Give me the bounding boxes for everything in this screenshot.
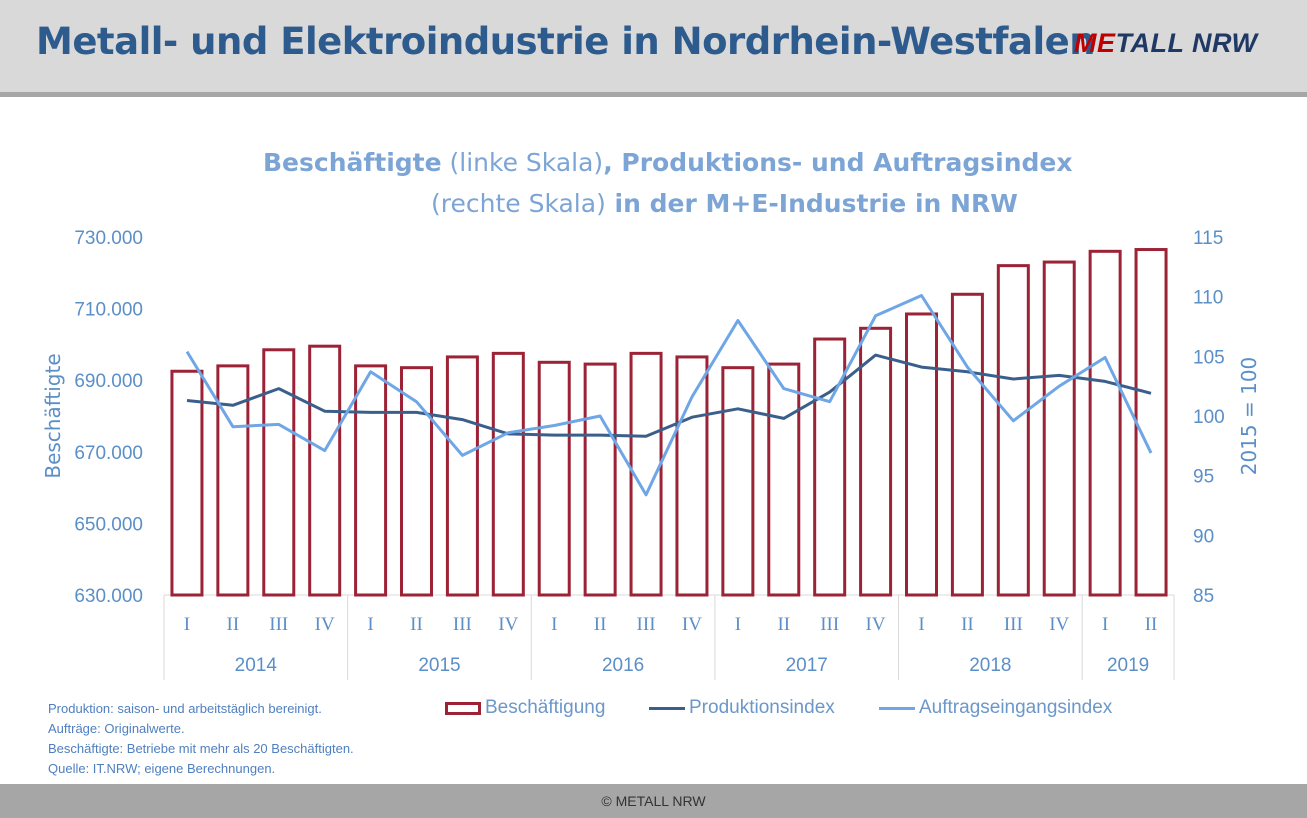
chart-title-part-1: Beschäftigte bbox=[263, 148, 442, 177]
y2-axis-tick-label: 90 bbox=[1193, 526, 1214, 547]
y-axis-tick-label: 650.000 bbox=[74, 514, 143, 535]
bar-beschaeftigung bbox=[583, 362, 617, 597]
bar-beschaeftigung bbox=[1042, 260, 1076, 597]
bar-beschaeftigung bbox=[262, 348, 296, 597]
x-axis-group-label: 2019 bbox=[1107, 655, 1149, 676]
legend-label-beschaeftigung: Beschäftigung bbox=[485, 697, 606, 718]
x-axis-group-label: 2016 bbox=[602, 655, 644, 676]
header-bar bbox=[0, 0, 1307, 92]
x-axis-tick-label: II bbox=[410, 614, 423, 635]
chart-title-part-1b: (linke Skala) bbox=[441, 148, 604, 177]
legend-label-produktionsindex: Produktionsindex bbox=[689, 697, 835, 718]
x-axis-tick-label: I bbox=[551, 614, 557, 635]
y-axis-label: Beschäftigte bbox=[41, 353, 65, 478]
x-axis-group-label: 2018 bbox=[969, 655, 1011, 676]
x-axis-tick-label: I bbox=[918, 614, 924, 635]
footnote-production: Produktion: saison- und arbeitstäglich b… bbox=[48, 701, 322, 716]
chart-title-part-3: (rechte Skala) bbox=[431, 189, 606, 218]
footnotes: Produktion: saison- und arbeitstäglich b… bbox=[48, 699, 354, 779]
bar-beschaeftigung bbox=[537, 360, 571, 597]
x-axis-tick-label: III bbox=[637, 614, 656, 635]
x-axis-group-label: 2014 bbox=[235, 655, 278, 676]
x-axis-tick-label: IV bbox=[682, 614, 702, 635]
footnote-orders: Aufträge: Originalwerte. bbox=[48, 721, 185, 736]
legend-swatch-bar bbox=[445, 701, 481, 715]
x-axis-tick-label: III bbox=[1004, 614, 1023, 635]
header-divider bbox=[0, 92, 1307, 97]
y2-axis-tick-label: 105 bbox=[1193, 347, 1225, 368]
y2-axis-tick-label: 100 bbox=[1193, 407, 1225, 428]
x-axis-group-label: 2015 bbox=[418, 655, 460, 676]
line-auftragseingangsindex bbox=[185, 294, 1153, 497]
footnote-source: Quelle: IT.NRW; eigene Berechnungen. bbox=[48, 761, 276, 776]
bar-beschaeftigung bbox=[491, 351, 525, 597]
y-axis-tick-label: 670.000 bbox=[74, 443, 143, 464]
y2-axis-tick-label: 85 bbox=[1193, 586, 1214, 607]
logo-accent-text: ME bbox=[1074, 28, 1116, 58]
chart-title-line-2: (rechte Skala) in der M+E-Industrie in N… bbox=[431, 183, 1018, 224]
bar-beschaeftigung bbox=[721, 366, 755, 597]
legend-item-beschaeftigung: Beschäftigung bbox=[445, 697, 605, 719]
bar-beschaeftigung bbox=[996, 264, 1030, 597]
bar-beschaeftigung bbox=[1134, 248, 1168, 597]
copyright-text: © METALL NRW bbox=[601, 793, 706, 809]
x-axis-tick-label: II bbox=[227, 614, 240, 635]
metall-nrw-logo: METALL NRW bbox=[1074, 28, 1257, 59]
x-axis-tick-label: II bbox=[961, 614, 974, 635]
chart-title-line-1: Beschäftigte (linke Skala), Produktions-… bbox=[263, 142, 1072, 183]
bar-beschaeftigung bbox=[354, 364, 388, 597]
bar-beschaeftigung bbox=[950, 292, 984, 597]
y-axis-tick-label: 710.000 bbox=[74, 300, 143, 321]
x-axis-tick-label: III bbox=[820, 614, 839, 635]
logo-rest-text: TALL NRW bbox=[1115, 28, 1258, 58]
bar-beschaeftigung bbox=[170, 369, 204, 597]
x-axis-tick-label: I bbox=[735, 614, 741, 635]
bar-beschaeftigung bbox=[400, 366, 433, 597]
x-axis-tick-label: I bbox=[1102, 614, 1108, 635]
page-title: Metall- und Elektroindustrie in Nordrhei… bbox=[36, 20, 1096, 63]
bar-beschaeftigung bbox=[767, 362, 801, 597]
bar-beschaeftigung bbox=[1088, 249, 1122, 597]
legend-label-auftragseingangsindex: Auftragseingangsindex bbox=[919, 697, 1113, 718]
x-axis-tick-label: IV bbox=[498, 614, 518, 635]
x-axis-tick-label: II bbox=[777, 614, 790, 635]
x-axis-group-label: 2017 bbox=[786, 655, 828, 676]
x-axis-tick-label: II bbox=[1145, 614, 1158, 635]
y2-axis-tick-label: 95 bbox=[1193, 467, 1214, 488]
x-axis-tick-label: III bbox=[269, 614, 288, 635]
x-axis-tick-label: IV bbox=[866, 614, 886, 635]
x-axis-tick-label: IV bbox=[315, 614, 335, 635]
x-axis-tick-label: I bbox=[367, 614, 373, 635]
y-axis-tick-label: 730.000 bbox=[74, 228, 143, 249]
chart-title-part-4: in der M+E-Industrie in NRW bbox=[605, 189, 1018, 218]
legend-item-auftragseingangsindex: Auftragseingangsindex bbox=[879, 697, 1112, 719]
y2-axis-tick-label: 115 bbox=[1193, 228, 1223, 249]
chart-title-part-2: , Produktions- und Auftragsindex bbox=[603, 148, 1073, 177]
legend-swatch-production bbox=[649, 706, 685, 710]
bar-beschaeftigung bbox=[859, 326, 893, 597]
x-axis-tick-label: II bbox=[594, 614, 607, 635]
footnote-employees: Beschäftigte: Betriebe mit mehr als 20 B… bbox=[48, 741, 354, 756]
y-axis-tick-label: 630.000 bbox=[74, 586, 143, 607]
bar-beschaeftigung bbox=[308, 344, 342, 597]
x-axis-tick-label: III bbox=[453, 614, 472, 635]
legend-item-produktionsindex: Produktionsindex bbox=[649, 697, 835, 719]
bar-beschaeftigung bbox=[905, 312, 938, 597]
x-axis-tick-label: IV bbox=[1049, 614, 1069, 635]
legend-swatch-orders bbox=[879, 706, 915, 710]
footer-bar: © METALL NRW bbox=[0, 784, 1307, 818]
bar-beschaeftigung bbox=[813, 337, 847, 597]
y2-axis-tick-label: 110 bbox=[1193, 288, 1223, 309]
bar-beschaeftigung bbox=[445, 355, 479, 597]
bar-beschaeftigung bbox=[675, 355, 709, 597]
y2-axis-label: 2015 = 100 bbox=[1237, 357, 1261, 476]
x-axis-tick-label: I bbox=[184, 614, 190, 635]
y-axis-tick-label: 690.000 bbox=[74, 371, 143, 392]
